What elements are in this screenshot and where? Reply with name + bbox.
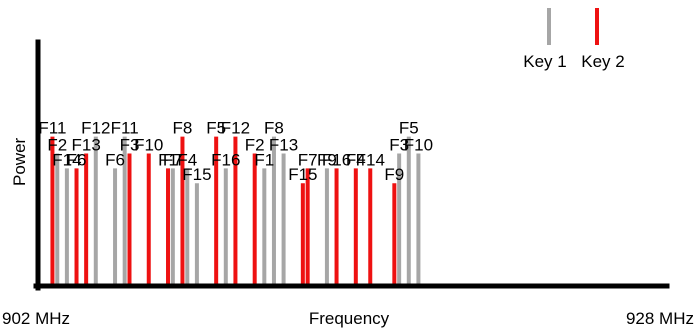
- bar-label-key1-f6: F6: [105, 150, 125, 169]
- bar-label-key2-f9: F9: [384, 165, 404, 184]
- bar-label-key2-f6: F6: [67, 150, 87, 169]
- bar-label-key1-f9: F9: [317, 150, 337, 169]
- x-end-label: 928 MHz: [626, 309, 694, 328]
- bar-label-key2-f5: F5: [206, 119, 226, 138]
- bar-label-key1-f13: F13: [269, 136, 298, 155]
- bar-label-key1-f2: F2: [47, 136, 67, 155]
- legend-label-key-1: Key 1: [523, 52, 566, 71]
- x-axis-label: Frequency: [309, 309, 390, 328]
- y-axis-label: Power: [10, 137, 29, 186]
- bar-label-key2-f11: F11: [38, 119, 66, 138]
- bar-label-key2-f15: F15: [288, 165, 317, 184]
- bar-label-key1-f1: F1: [254, 150, 274, 169]
- bar-label-key2-f14: F14: [356, 150, 385, 169]
- bar-label-key2-f7: F7: [298, 150, 318, 169]
- bar-label-key1-f7: F7: [163, 150, 183, 169]
- bar-label-key1-f12: F12: [81, 119, 110, 138]
- x-start-label: 902 MHz: [2, 309, 70, 328]
- bar-label-key2-f1: F1: [158, 150, 178, 169]
- bar-label-key1-f3: F3: [389, 136, 409, 155]
- bar-label-key2-f12: F12: [221, 119, 250, 138]
- bar-label-key1-f5: F5: [399, 119, 419, 138]
- bar-label-key1-f4: F4: [177, 150, 197, 169]
- legend: Key 1 Key 2: [523, 8, 625, 71]
- bar-label-key2-f3: F3: [120, 136, 140, 155]
- bar-label-key1-f10: F10: [404, 136, 433, 155]
- bar-label-key1-f16: F16: [211, 150, 240, 169]
- bars-layer: [50, 136, 421, 285]
- legend-label-key-2: Key 2: [581, 52, 624, 71]
- bar-label-key2-f10: F10: [134, 136, 163, 155]
- bar-label-key2-f13: F13: [72, 136, 101, 155]
- bar-label-key1-f11: F11: [111, 119, 139, 138]
- bar-label-key2-f2: F2: [245, 136, 265, 155]
- bar-label-key1-f8: F8: [264, 119, 284, 138]
- bar-label-key1-f15: F15: [182, 165, 211, 184]
- bar-label-key2-f8: F8: [173, 119, 193, 138]
- bar-label-key2-f16: F16: [322, 150, 351, 169]
- bar-label-key1-f14: F14: [52, 150, 81, 169]
- bar-label-key2-f4: F4: [346, 150, 366, 169]
